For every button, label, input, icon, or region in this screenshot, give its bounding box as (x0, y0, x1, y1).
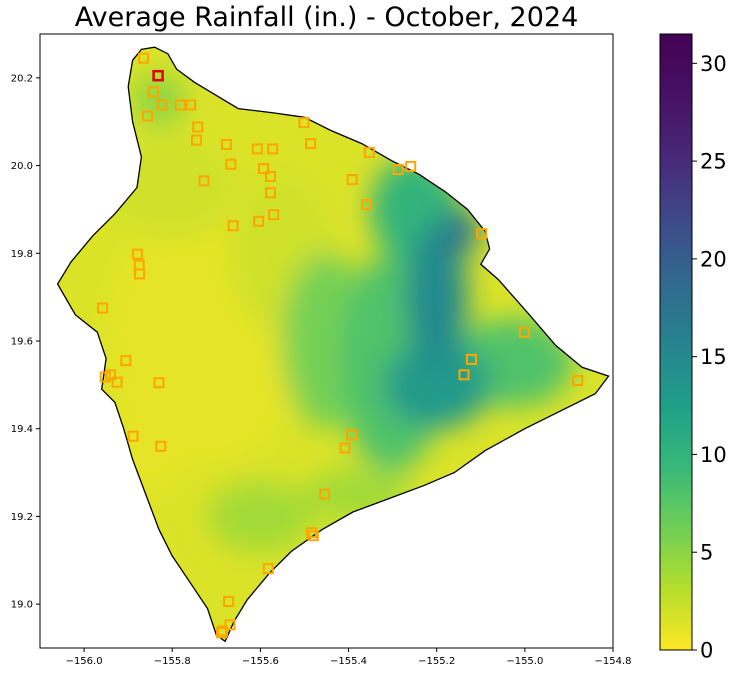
x-tick-label: −155.4 (330, 656, 367, 667)
colorbar-ticks: 0 5 10 15 20 25 30 (692, 52, 727, 663)
x-tick-label: −156.0 (66, 656, 103, 667)
rainfall-region-12 (383, 341, 490, 429)
y-tick-label: 20.2 (11, 73, 33, 84)
station-marker-18 (253, 215, 265, 227)
y-tick-label: 19.4 (11, 424, 33, 435)
station-marker-48 (262, 563, 274, 575)
station-marker-17 (268, 209, 280, 221)
station-marker-44 (339, 442, 351, 454)
station-marker-10 (225, 158, 237, 170)
rainfall-surface (57, 47, 609, 642)
station-marker-46 (306, 527, 317, 539)
station-marker-23 (346, 174, 358, 186)
station-marker-1 (138, 52, 150, 64)
x-tick-label: −155.2 (418, 656, 455, 667)
station-marker-29 (466, 353, 477, 365)
station-marker-36 (120, 355, 132, 367)
station-marker-43 (346, 429, 358, 441)
rainfall-region-13 (405, 226, 468, 368)
station-marker-11 (198, 175, 210, 187)
station-marker-16 (265, 187, 276, 199)
station-marker-27 (476, 228, 488, 240)
station-marker-4 (142, 110, 153, 122)
station-marker-15 (265, 171, 276, 182)
station-marker-41 (127, 430, 139, 442)
colorbar-tick-label: 25 (700, 150, 727, 174)
station-marker-3 (156, 99, 168, 111)
x-axis: −156.0 −155.8 −155.6 −155.4 −155.2 −155.0 −154… (66, 648, 632, 667)
y-tick-label: 19.0 (11, 600, 33, 611)
station-marker-47 (307, 530, 319, 542)
colorbar-tick-label: 20 (700, 247, 727, 271)
station-marker-38 (105, 369, 116, 381)
station-marker-19 (227, 220, 239, 232)
station-marker-6 (185, 99, 197, 111)
station-marker-24 (361, 199, 373, 211)
y-tick-label: 20.0 (11, 161, 33, 172)
station-marker-49 (223, 596, 235, 607)
highlighted-station-marker (152, 69, 164, 82)
y-tick-label: 19.6 (11, 337, 33, 348)
x-tick-label: −154.8 (594, 656, 631, 667)
station-marker-35 (97, 302, 109, 314)
station-marker-13 (267, 143, 279, 155)
station-marker-50 (224, 619, 236, 631)
station-marker-14 (258, 163, 269, 175)
station-marker-42 (155, 440, 167, 452)
station-marker-39 (111, 376, 123, 388)
colorbar-tick-label: 15 (700, 345, 727, 369)
x-tick-label: −155.8 (154, 656, 191, 667)
station-marker-30 (458, 369, 470, 381)
station-marker-40 (153, 377, 165, 389)
station-marker-31 (572, 375, 584, 386)
station-marker-7 (192, 121, 204, 133)
station-marker-45 (319, 488, 331, 500)
x-tick-label: −155.6 (242, 656, 279, 667)
station-marker-26 (405, 160, 417, 172)
station-marker-25 (392, 164, 404, 175)
y-tick-label: 19.8 (11, 249, 33, 260)
rainfall-gradient-layer (110, 73, 574, 552)
colorbar (659, 33, 693, 651)
station-marker-52 (216, 627, 228, 639)
station-marker-22 (363, 146, 375, 158)
station-marker-20 (298, 117, 310, 129)
station-marker-8 (191, 134, 202, 146)
station-marker-9 (220, 139, 232, 150)
map-title: Average Rainfall (in.) - October, 2024 (74, 2, 579, 33)
colorbar-tick-label: 5 (700, 541, 713, 565)
colorbar-tick-label: 10 (700, 443, 727, 467)
station-marker-34 (134, 268, 146, 280)
station-marker-12 (251, 143, 263, 155)
station-marker-32 (131, 248, 143, 260)
rainfall-region-14 (436, 209, 481, 254)
station-marker-21 (305, 138, 317, 150)
station-markers (97, 52, 584, 639)
colorbar-tick-label: 30 (700, 52, 727, 76)
rainfall-region-5 (207, 481, 314, 552)
station-marker-28 (518, 326, 530, 338)
island-coastline (56, 46, 610, 643)
x-tick-label: −155.0 (506, 656, 543, 667)
y-tick-label: 19.2 (11, 512, 33, 523)
colorbar-tick-label: 0 (700, 639, 713, 663)
station-marker-5 (174, 99, 186, 111)
y-axis: 19.0 19.2 19.4 19.6 19.8 20.0 20.2 (11, 73, 40, 611)
station-marker-2 (147, 86, 159, 98)
